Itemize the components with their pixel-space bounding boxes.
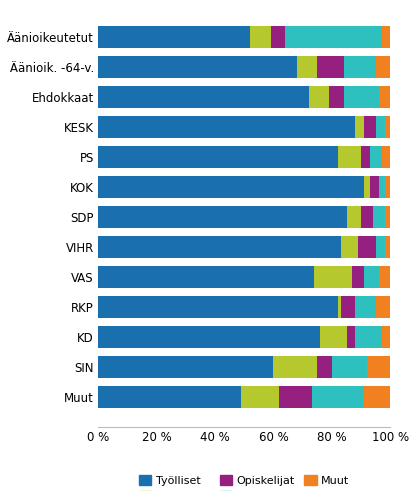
Bar xyxy=(352,266,364,288)
Bar xyxy=(364,266,379,288)
Bar xyxy=(279,386,312,408)
Bar xyxy=(341,236,358,258)
Bar xyxy=(361,206,373,228)
Bar xyxy=(376,56,391,78)
Bar xyxy=(98,146,338,168)
Bar xyxy=(98,266,314,288)
Bar xyxy=(98,116,355,138)
Bar xyxy=(364,176,370,198)
Bar xyxy=(347,327,355,348)
Bar xyxy=(367,356,391,378)
Bar xyxy=(338,297,341,318)
Bar xyxy=(355,327,382,348)
Bar xyxy=(376,297,391,318)
Bar xyxy=(341,297,355,318)
Bar xyxy=(382,146,391,168)
Bar xyxy=(370,146,382,168)
Bar xyxy=(385,236,391,258)
Bar xyxy=(98,386,241,408)
Bar xyxy=(355,297,376,318)
Bar xyxy=(241,386,279,408)
Bar xyxy=(98,86,309,108)
Bar xyxy=(355,116,364,138)
Bar xyxy=(379,86,391,108)
Bar xyxy=(285,26,382,48)
Bar xyxy=(344,86,379,108)
Bar xyxy=(98,26,250,48)
Bar xyxy=(373,206,385,228)
Bar xyxy=(332,356,367,378)
Bar xyxy=(250,26,270,48)
Bar xyxy=(361,146,370,168)
Bar xyxy=(98,327,320,348)
Bar xyxy=(358,236,376,258)
Bar xyxy=(273,356,317,378)
Bar xyxy=(270,26,285,48)
Bar xyxy=(312,386,364,408)
Bar xyxy=(344,56,376,78)
Bar xyxy=(364,116,376,138)
Bar xyxy=(385,116,391,138)
Bar xyxy=(329,86,344,108)
Bar xyxy=(317,56,344,78)
Bar xyxy=(98,206,347,228)
Bar xyxy=(385,176,391,198)
Bar xyxy=(309,86,329,108)
Bar xyxy=(382,327,391,348)
Bar xyxy=(376,116,385,138)
Bar xyxy=(320,327,347,348)
Bar xyxy=(317,356,332,378)
Bar xyxy=(379,176,385,198)
Bar xyxy=(376,236,385,258)
Legend: Työlliset, Työttömät, Opiskelijat, Eläkeläiset, Muut: Työlliset, Työttömät, Opiskelijat, Eläke… xyxy=(139,475,349,491)
Bar xyxy=(314,266,352,288)
Bar xyxy=(382,26,391,48)
Bar xyxy=(98,236,341,258)
Bar xyxy=(98,176,364,198)
Bar xyxy=(98,356,273,378)
Bar xyxy=(385,206,391,228)
Bar xyxy=(347,206,361,228)
Bar xyxy=(370,176,379,198)
Bar xyxy=(98,56,297,78)
Bar xyxy=(98,297,338,318)
Bar xyxy=(297,56,317,78)
Bar xyxy=(364,386,391,408)
Bar xyxy=(379,266,391,288)
Bar xyxy=(338,146,361,168)
